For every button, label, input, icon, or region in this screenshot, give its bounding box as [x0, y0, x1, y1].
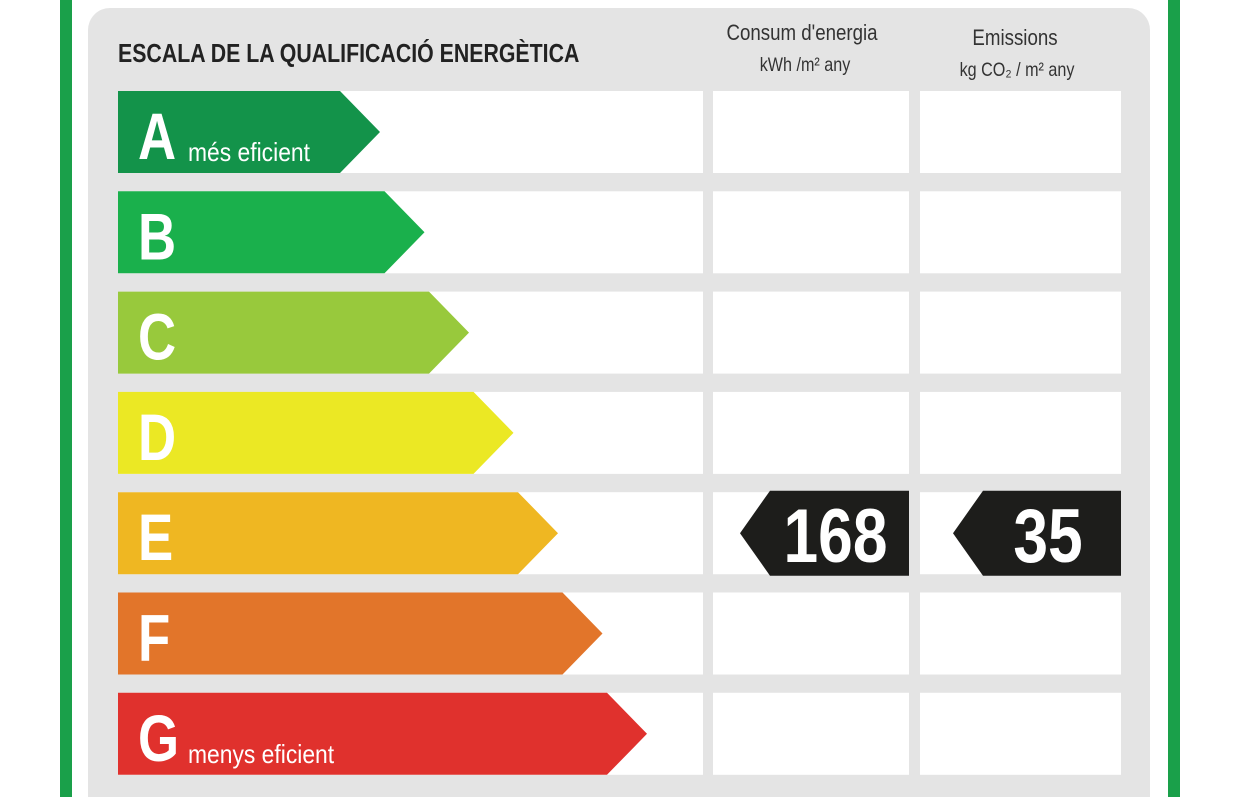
consumption-value: 168 — [784, 493, 888, 578]
title: ESCALA DE LA QUALIFICACIÓ ENERGÈTICA — [118, 38, 579, 69]
rating-arrow — [118, 291, 469, 374]
rating-note: menys eficient — [188, 741, 334, 770]
rating-arrow — [118, 492, 558, 575]
consumption-unit: kWh /m² any — [760, 54, 851, 76]
consumption-cell — [713, 291, 909, 374]
consumption-tag — [740, 490, 909, 576]
emissions-label: Emissions — [972, 27, 1057, 51]
emissions-tag — [953, 490, 1121, 576]
rating-letter: E — [138, 501, 173, 575]
rating-letter: A — [138, 99, 176, 173]
rating-letter: D — [138, 400, 176, 474]
consumption-cell — [713, 91, 909, 173]
consumption-cell — [713, 592, 909, 675]
consumption-cell — [713, 191, 909, 274]
consumption-cell — [713, 692, 909, 775]
rating-arrow — [118, 391, 514, 474]
emissions-cell — [920, 291, 1121, 374]
rating-arrow — [118, 91, 380, 173]
consumption-cell — [713, 391, 909, 474]
rating-arrow — [118, 191, 425, 274]
rating-arrow — [118, 692, 647, 775]
rating-note: més eficient — [188, 139, 310, 168]
emissions-cell — [920, 191, 1121, 274]
emissions-value: 35 — [1013, 493, 1082, 578]
emissions-cell — [920, 692, 1121, 775]
rating-letter: B — [138, 200, 176, 274]
border-right — [1168, 0, 1180, 797]
rating-letter: G — [138, 701, 179, 775]
border-left — [60, 0, 72, 797]
rating-letter: F — [138, 601, 170, 675]
emissions-cell — [920, 592, 1121, 675]
emissions-cell — [920, 91, 1121, 173]
emissions-cell — [920, 391, 1121, 474]
rating-letter: C — [138, 300, 176, 374]
emissions-unit: kg CO₂ / m² any — [960, 59, 1075, 81]
consumption-label: Consum d'energia — [726, 22, 878, 46]
rating-arrow — [118, 592, 603, 675]
